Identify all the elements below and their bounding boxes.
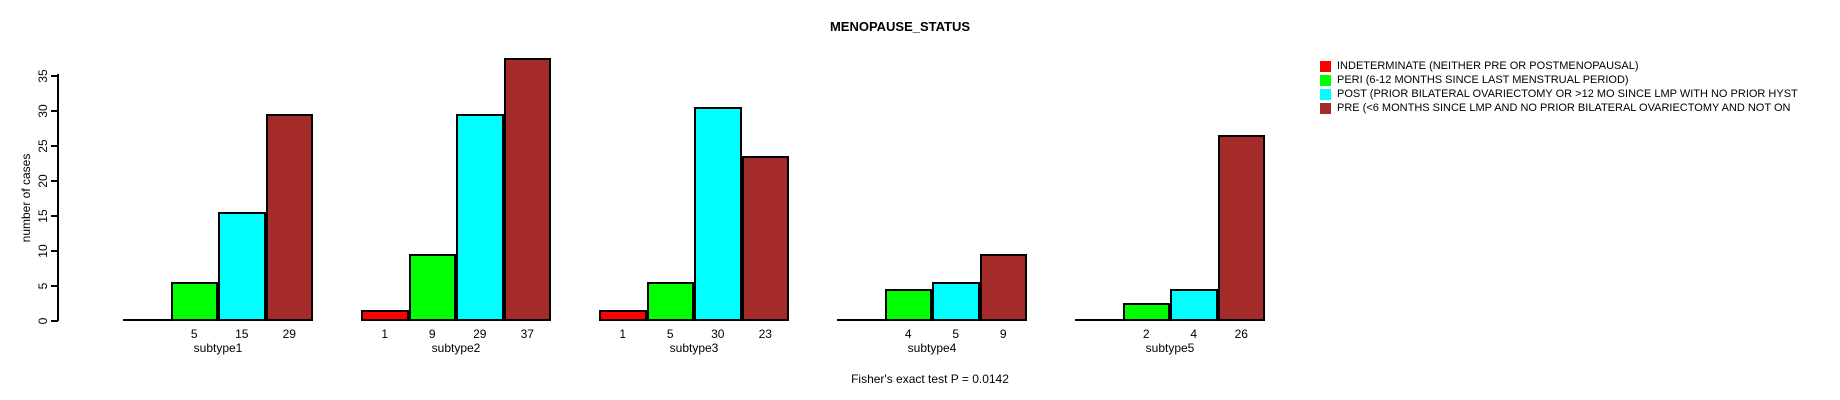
bar-value-label: 4: [904, 327, 912, 341]
y-tick-label: 20: [36, 174, 50, 188]
bar: [884, 289, 932, 321]
fisher-test-annotation: Fisher's exact test P = 0.0142: [851, 372, 1009, 386]
bar: [694, 107, 742, 321]
y-tick: [51, 250, 58, 252]
bar-value-label: 9: [428, 327, 436, 341]
y-tick: [51, 75, 58, 77]
bar-value-label: 9: [999, 327, 1007, 341]
bar: [408, 254, 456, 321]
legend-swatch-icon: [1320, 60, 1331, 72]
legend-swatch-icon: [1320, 74, 1331, 86]
bar-value-label: 30: [711, 327, 725, 341]
bar-value-label: 5: [190, 327, 198, 341]
y-tick: [51, 320, 58, 322]
legend: INDETERMINATE (NEITHER PRE OR POSTMENOPA…: [1320, 59, 1798, 115]
bar: [1122, 303, 1170, 321]
legend-swatch-icon: [1320, 88, 1331, 100]
bar-value-label: 26: [1234, 327, 1248, 341]
y-tick-label: 5: [36, 282, 50, 290]
legend-item: INDETERMINATE (NEITHER PRE OR POSTMENOPA…: [1320, 59, 1798, 73]
bar: [456, 114, 504, 321]
bar-value-label: 4: [1190, 327, 1198, 341]
bar: [932, 282, 980, 321]
bar-value-label: 23: [758, 327, 772, 341]
y-tick: [51, 180, 58, 182]
legend-label: PRE (<6 MONTHS SINCE LMP AND NO PRIOR BI…: [1337, 102, 1791, 114]
x-category-label: subtype2: [431, 341, 481, 355]
bar: [1217, 135, 1265, 321]
legend-swatch-icon: [1320, 102, 1331, 114]
bar-value-label: 1: [381, 327, 389, 341]
zero-bar-baseline: [837, 319, 885, 321]
bar: [599, 310, 647, 321]
y-tick-label: 0: [36, 317, 50, 325]
x-category-label: subtype1: [193, 341, 243, 355]
x-category-label: subtype3: [669, 341, 719, 355]
y-axis-label: number of cases: [19, 153, 33, 243]
y-tick: [51, 110, 58, 112]
bar: [503, 58, 551, 321]
bar: [361, 310, 409, 321]
bar: [741, 156, 789, 321]
bar-value-label: 29: [282, 327, 296, 341]
chart-title: MENOPAUSE_STATUS: [829, 19, 971, 34]
y-axis-line: [57, 74, 59, 321]
y-tick-label: 10: [36, 244, 50, 258]
bar: [979, 254, 1027, 321]
zero-bar-baseline: [1075, 319, 1123, 321]
y-tick: [51, 215, 58, 217]
x-category-label: subtype5: [1145, 341, 1195, 355]
x-category-label: subtype4: [907, 341, 957, 355]
bar: [1170, 289, 1218, 321]
y-tick-label: 25: [36, 139, 50, 153]
y-tick: [51, 285, 58, 287]
bar-value-label: 5: [952, 327, 960, 341]
legend-label: INDETERMINATE (NEITHER PRE OR POSTMENOPA…: [1337, 60, 1639, 72]
bar-value-label: 37: [520, 327, 534, 341]
legend-label: POST (PRIOR BILATERAL OVARIECTOMY OR >12…: [1337, 88, 1798, 100]
y-tick: [51, 145, 58, 147]
bar: [265, 114, 313, 321]
bar-value-label: 2: [1142, 327, 1150, 341]
y-tick-label: 15: [36, 209, 50, 223]
bar-value-label: 29: [473, 327, 487, 341]
legend-label: PERI (6-12 MONTHS SINCE LAST MENSTRUAL P…: [1337, 74, 1629, 86]
y-tick-label: 30: [36, 104, 50, 118]
y-tick-label: 35: [36, 69, 50, 83]
zero-bar-baseline: [123, 319, 171, 321]
legend-item: POST (PRIOR BILATERAL OVARIECTOMY OR >12…: [1320, 87, 1798, 101]
bar: [646, 282, 694, 321]
bar-value-label: 15: [235, 327, 249, 341]
legend-item: PRE (<6 MONTHS SINCE LMP AND NO PRIOR BI…: [1320, 101, 1798, 115]
bar: [170, 282, 218, 321]
legend-item: PERI (6-12 MONTHS SINCE LAST MENSTRUAL P…: [1320, 73, 1798, 87]
bar: [218, 212, 266, 321]
bar-value-label: 1: [619, 327, 627, 341]
bar-value-label: 5: [666, 327, 674, 341]
